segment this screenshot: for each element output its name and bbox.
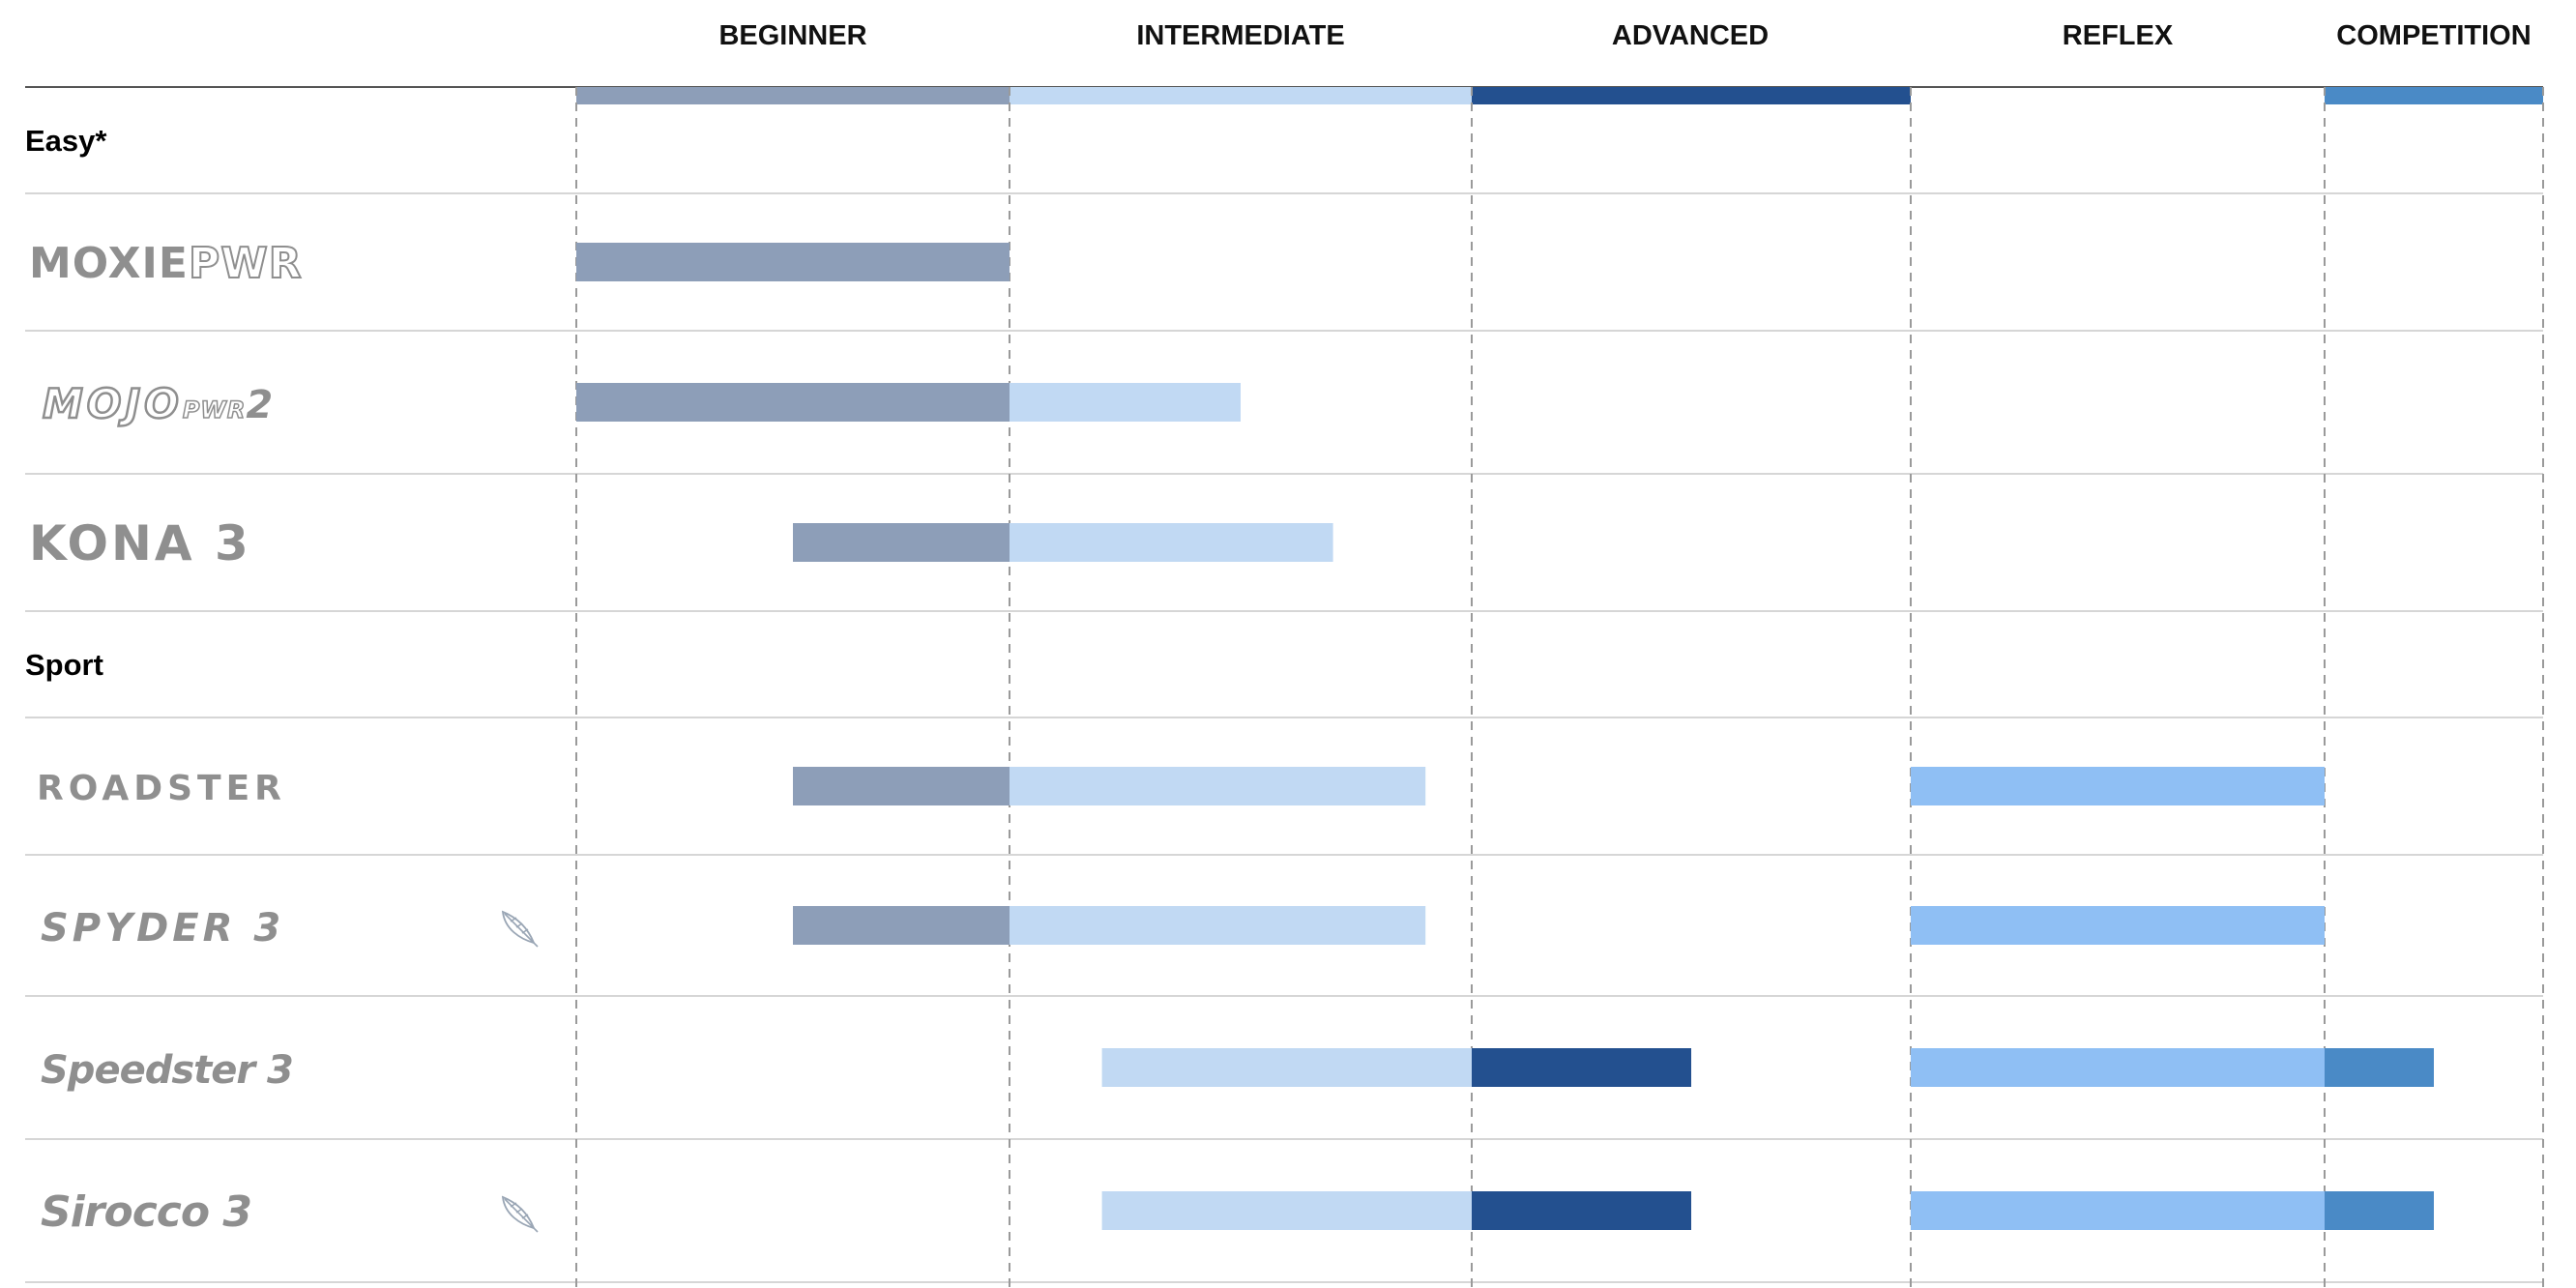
range-bar-intermediate — [1010, 383, 1241, 422]
range-bar-competition — [2325, 1191, 2434, 1230]
range-bar-intermediate — [1010, 767, 1426, 805]
logo-label: Speedster 3 — [41, 1048, 293, 1093]
feather-shaft — [504, 1198, 539, 1233]
logo-label: ROADSTER — [37, 769, 286, 808]
range-bar-beginner — [576, 243, 1010, 281]
product-row: MOJOPWR2 — [42, 379, 1241, 428]
feather-icon — [501, 910, 539, 948]
product-row: SPYDER 3 — [41, 906, 2325, 951]
feather-barbs — [510, 1202, 529, 1219]
range-bar-beginner — [793, 523, 1010, 562]
feather-barbs — [510, 917, 529, 934]
logo-label: KONA 3 — [29, 515, 251, 571]
product-row: Sirocco 3 — [41, 1187, 2434, 1237]
product-row: Speedster 3 — [41, 1048, 2434, 1093]
header-band-advanced — [1472, 87, 1911, 104]
logo-label: Sirocco 3 — [41, 1187, 251, 1237]
section-label: Sport — [25, 648, 103, 682]
section-label: Easy* — [25, 124, 107, 158]
logo-label: MOJOPWR2 — [43, 380, 277, 427]
range-bar-beginner — [793, 767, 1010, 805]
range-bar-competition — [2325, 1048, 2434, 1087]
column-header-advanced: ADVANCED — [1612, 20, 1769, 51]
product-row: MOXIEPWR — [29, 238, 1010, 289]
product-row: KONA 3 — [29, 515, 1333, 571]
range-bar-beginner — [576, 383, 1010, 422]
range-bar-reflex — [1911, 906, 2325, 945]
logo-label: MOXIEPWR — [29, 239, 303, 288]
range-bar-reflex — [1911, 1191, 2325, 1230]
header-band-beginner — [576, 87, 1010, 104]
range-bar-advanced — [1472, 1191, 1691, 1230]
column-header-intermediate: INTERMEDIATE — [1136, 20, 1344, 51]
range-bar-intermediate — [1101, 1048, 1472, 1087]
range-bar-advanced — [1472, 1048, 1691, 1087]
column-header-beginner: BEGINNER — [718, 20, 866, 51]
product-row: ROADSTER — [37, 767, 2325, 808]
range-bar-intermediate — [1010, 523, 1333, 562]
feather-vane — [501, 1195, 536, 1230]
header-band-competition — [2325, 87, 2543, 104]
logo-label: SPYDER 3 — [41, 906, 284, 951]
range-bar-intermediate — [1010, 906, 1426, 945]
range-bar-beginner — [793, 906, 1010, 945]
range-bar-intermediate — [1101, 1191, 1472, 1230]
header-band-intermediate — [1010, 87, 1472, 104]
column-header-reflex: REFLEX — [2063, 20, 2174, 51]
range-bar-reflex — [1911, 767, 2325, 805]
column-header-competition: COMPETITION — [2336, 20, 2531, 51]
range-bar-reflex — [1911, 1048, 2325, 1087]
feather-icon — [501, 1195, 539, 1233]
feather-shaft — [504, 913, 539, 948]
feather-vane — [501, 910, 536, 945]
